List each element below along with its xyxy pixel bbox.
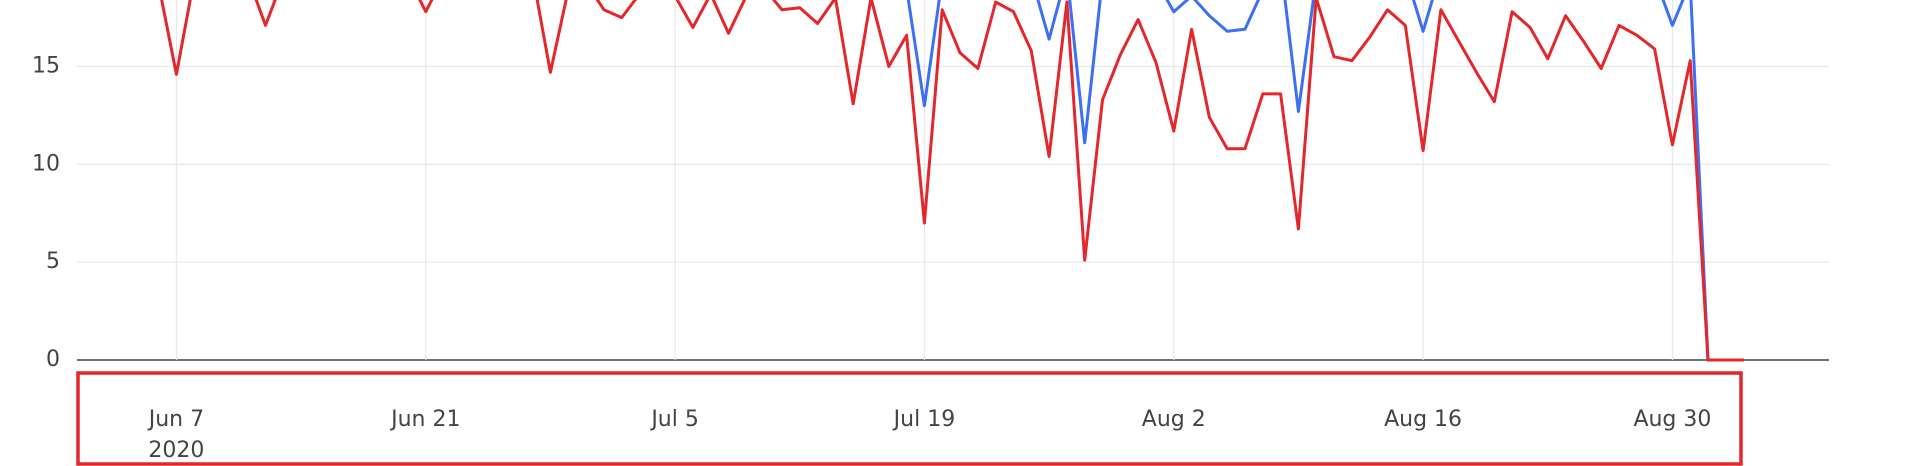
y-tick-label: 10 — [32, 151, 60, 176]
x-tick-label: Jul 19 — [892, 407, 956, 432]
data-line — [160, 0, 1744, 362]
x-tick-label: Aug 2 — [1142, 407, 1206, 432]
grid — [77, 0, 1829, 361]
x-tick-label: Aug 30 — [1633, 407, 1711, 432]
x-tick-year: 2020 — [148, 438, 204, 463]
plot-area — [160, 0, 1744, 362]
y-tick-label: 5 — [46, 249, 60, 274]
highlight-box — [76, 371, 1743, 466]
axis-labels: 0 5 10 15 Jun 7 2020 Jun 21 Jul 5 Jul 19 Aug 2 Aug… — [32, 54, 1711, 463]
x-tick-label: Jul 5 — [649, 407, 699, 432]
y-tick-label: 15 — [32, 54, 60, 79]
y-tick-label: 0 — [46, 347, 60, 372]
x-tick-label: Aug 16 — [1384, 407, 1462, 432]
x-tick-label: Jun 21 — [389, 407, 460, 432]
data-line — [906, 0, 1744, 362]
x-tick-label: Jun 7 — [147, 407, 204, 432]
